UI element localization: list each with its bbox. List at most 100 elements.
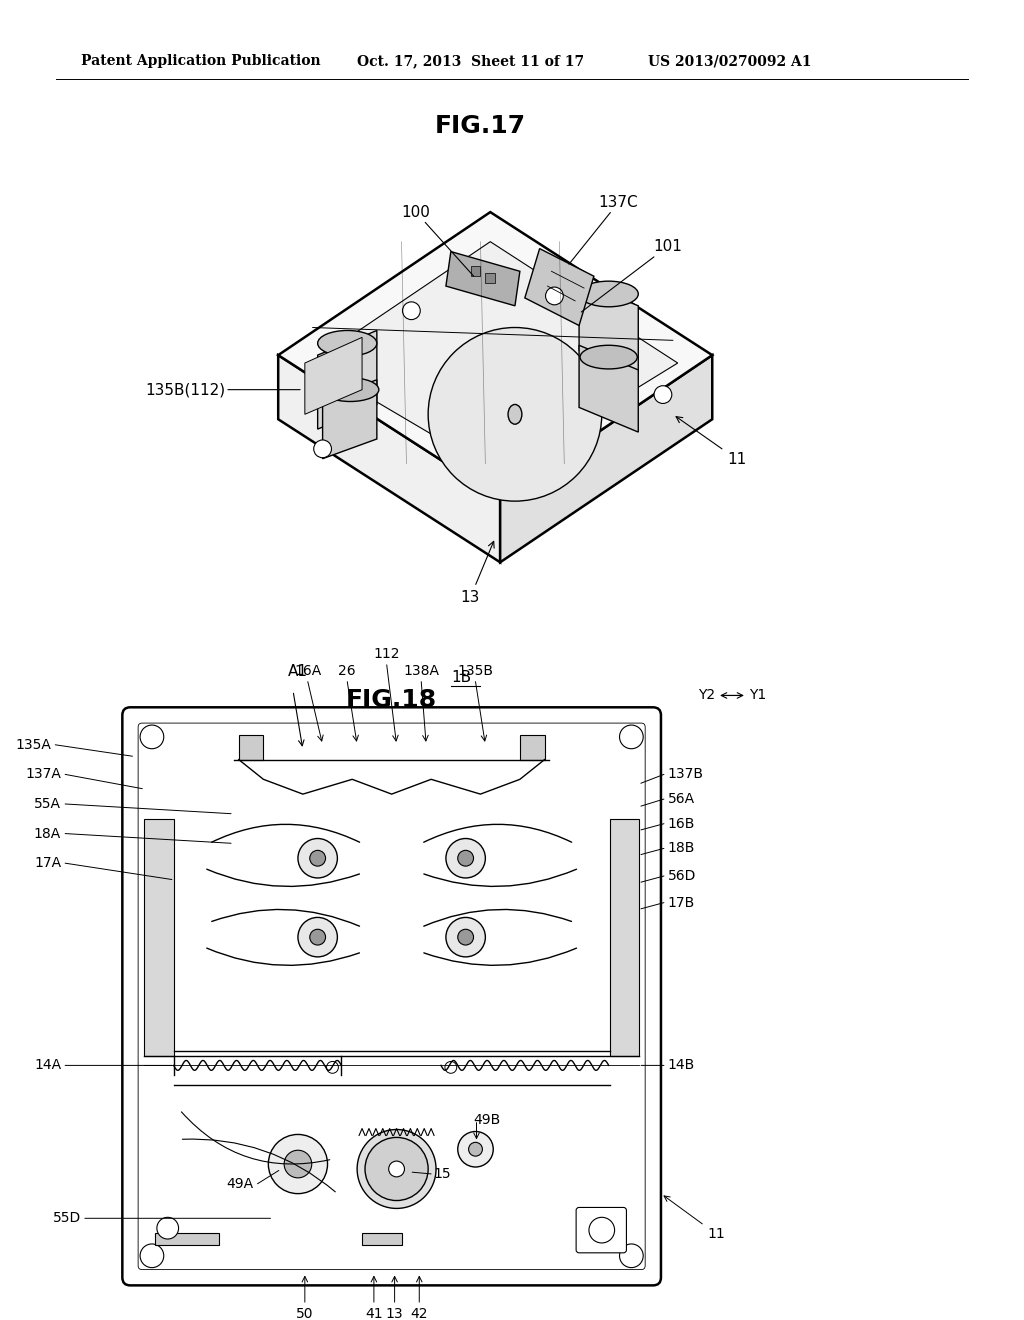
Text: Y1: Y1 [749,689,766,702]
FancyBboxPatch shape [122,708,660,1286]
Text: FIG.17: FIG.17 [435,115,526,139]
Text: 1B: 1B [451,671,471,685]
FancyArrowPatch shape [424,824,571,842]
Text: 14B: 14B [668,1059,695,1072]
Text: 49A: 49A [226,1176,254,1191]
Text: A1: A1 [288,664,308,678]
Circle shape [620,1243,643,1267]
Text: 49B: 49B [473,1113,501,1127]
Polygon shape [310,242,678,474]
Bar [485,273,496,282]
Polygon shape [317,330,377,429]
Circle shape [327,1061,338,1073]
Text: 15: 15 [433,1167,451,1181]
FancyArrowPatch shape [424,948,577,965]
Circle shape [402,302,420,319]
Circle shape [298,917,337,957]
Text: 18A: 18A [34,826,61,841]
Polygon shape [525,248,594,326]
Circle shape [428,327,602,502]
Circle shape [310,850,326,866]
Text: 16A: 16A [294,664,322,677]
Polygon shape [500,355,713,562]
Bar [362,1233,401,1245]
Text: 11: 11 [676,417,746,467]
Circle shape [268,1134,328,1193]
Text: 100: 100 [401,205,474,276]
Ellipse shape [508,404,522,424]
Circle shape [469,1142,482,1156]
Text: 26: 26 [339,664,356,677]
Polygon shape [305,338,362,414]
Text: 137A: 137A [26,767,61,781]
Text: FIG.18: FIG.18 [346,689,437,713]
Circle shape [140,725,164,748]
Bar [609,818,639,1056]
Polygon shape [279,355,500,562]
Circle shape [654,385,672,404]
Text: 18B: 18B [668,841,695,855]
Circle shape [313,440,332,458]
Text: Y2: Y2 [698,689,715,702]
Circle shape [444,1061,457,1073]
Text: US 2013/0270092 A1: US 2013/0270092 A1 [648,54,812,69]
Circle shape [546,286,563,305]
Circle shape [389,1162,404,1177]
Ellipse shape [322,378,379,401]
Circle shape [140,1243,164,1267]
Polygon shape [279,213,713,498]
FancyArrowPatch shape [424,869,577,887]
Text: 135A: 135A [15,738,51,752]
Circle shape [298,838,337,878]
Text: 137B: 137B [668,767,703,781]
Circle shape [445,838,485,878]
Circle shape [284,1150,311,1177]
Text: 13: 13 [386,1307,403,1320]
Text: 41: 41 [366,1307,383,1320]
Circle shape [458,850,473,866]
Text: 17B: 17B [668,896,695,909]
Circle shape [310,929,326,945]
Text: 13: 13 [461,541,495,605]
Text: 17A: 17A [34,857,61,870]
Text: 112: 112 [374,647,400,661]
Text: 138A: 138A [403,664,439,677]
Circle shape [458,929,473,945]
Bar [155,1233,219,1245]
Text: Oct. 17, 2013  Sheet 11 of 17: Oct. 17, 2013 Sheet 11 of 17 [357,54,585,69]
Polygon shape [580,346,638,432]
Circle shape [589,1217,614,1243]
FancyArrowPatch shape [182,1139,335,1192]
Text: 55A: 55A [34,797,61,810]
Ellipse shape [580,281,638,306]
Text: 56A: 56A [668,792,695,807]
Text: 101: 101 [582,239,682,312]
FancyArrowPatch shape [212,824,359,842]
Bar [239,735,263,759]
Ellipse shape [580,346,637,370]
Text: Patent Application Publication: Patent Application Publication [81,54,321,69]
Text: 42: 42 [411,1307,428,1320]
Ellipse shape [317,330,377,356]
Bar [471,267,480,276]
Bar [520,735,545,759]
Text: 50: 50 [296,1307,313,1320]
Text: 11: 11 [665,1196,725,1241]
Text: 137C: 137C [569,195,638,264]
Polygon shape [445,252,520,306]
Text: 135B: 135B [458,664,494,677]
Text: 16B: 16B [668,817,695,830]
Circle shape [458,1131,494,1167]
Circle shape [357,1130,436,1208]
FancyArrowPatch shape [212,909,359,927]
Circle shape [620,725,643,748]
Bar [144,818,174,1056]
FancyBboxPatch shape [577,1208,627,1253]
Circle shape [445,917,485,957]
Text: 56D: 56D [668,869,696,883]
Text: 135B(112): 135B(112) [145,383,300,397]
FancyArrowPatch shape [207,948,359,965]
Text: 14A: 14A [34,1059,61,1072]
Circle shape [365,1138,428,1201]
Polygon shape [580,281,638,375]
